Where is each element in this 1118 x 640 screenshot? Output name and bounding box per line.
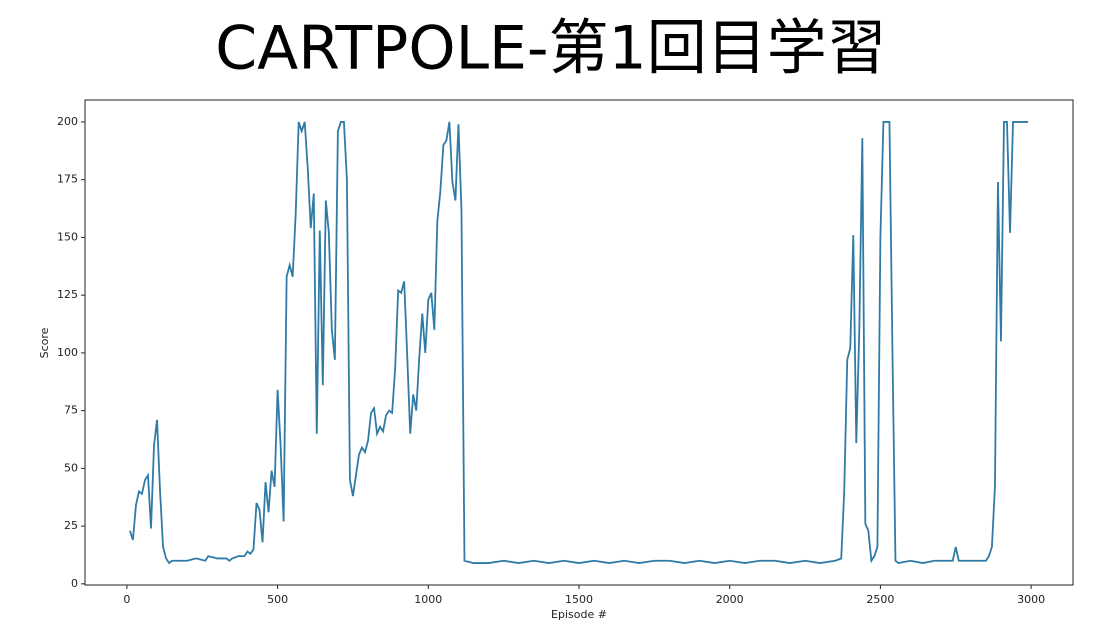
x-tick-label: 2000: [716, 593, 744, 606]
y-tick-label: 200: [57, 115, 78, 128]
x-tick-label: 0: [123, 593, 130, 606]
y-axis-label: Score: [38, 327, 51, 358]
y-tick-label: 100: [57, 346, 78, 359]
plot-frame: [84, 99, 1074, 586]
x-tick-label: 1000: [414, 593, 442, 606]
score-line: [129, 121, 1029, 565]
x-axis-label: Episode #: [551, 608, 607, 621]
x-tick-label: 2500: [866, 593, 894, 606]
y-tick-label: 0: [71, 577, 78, 590]
y-tick-label: 25: [64, 519, 78, 532]
x-tick-label: 500: [267, 593, 288, 606]
y-tick-label: 175: [57, 173, 78, 186]
x-tick-label: 3000: [1017, 593, 1045, 606]
x-tick-label: 1500: [565, 593, 593, 606]
y-tick-label: 125: [57, 288, 78, 301]
y-tick-label: 150: [57, 230, 78, 243]
y-tick-label: 75: [64, 404, 78, 417]
chart-title: CARTPOLE-第1回目学習: [215, 14, 886, 84]
y-tick-label: 50: [64, 461, 78, 474]
